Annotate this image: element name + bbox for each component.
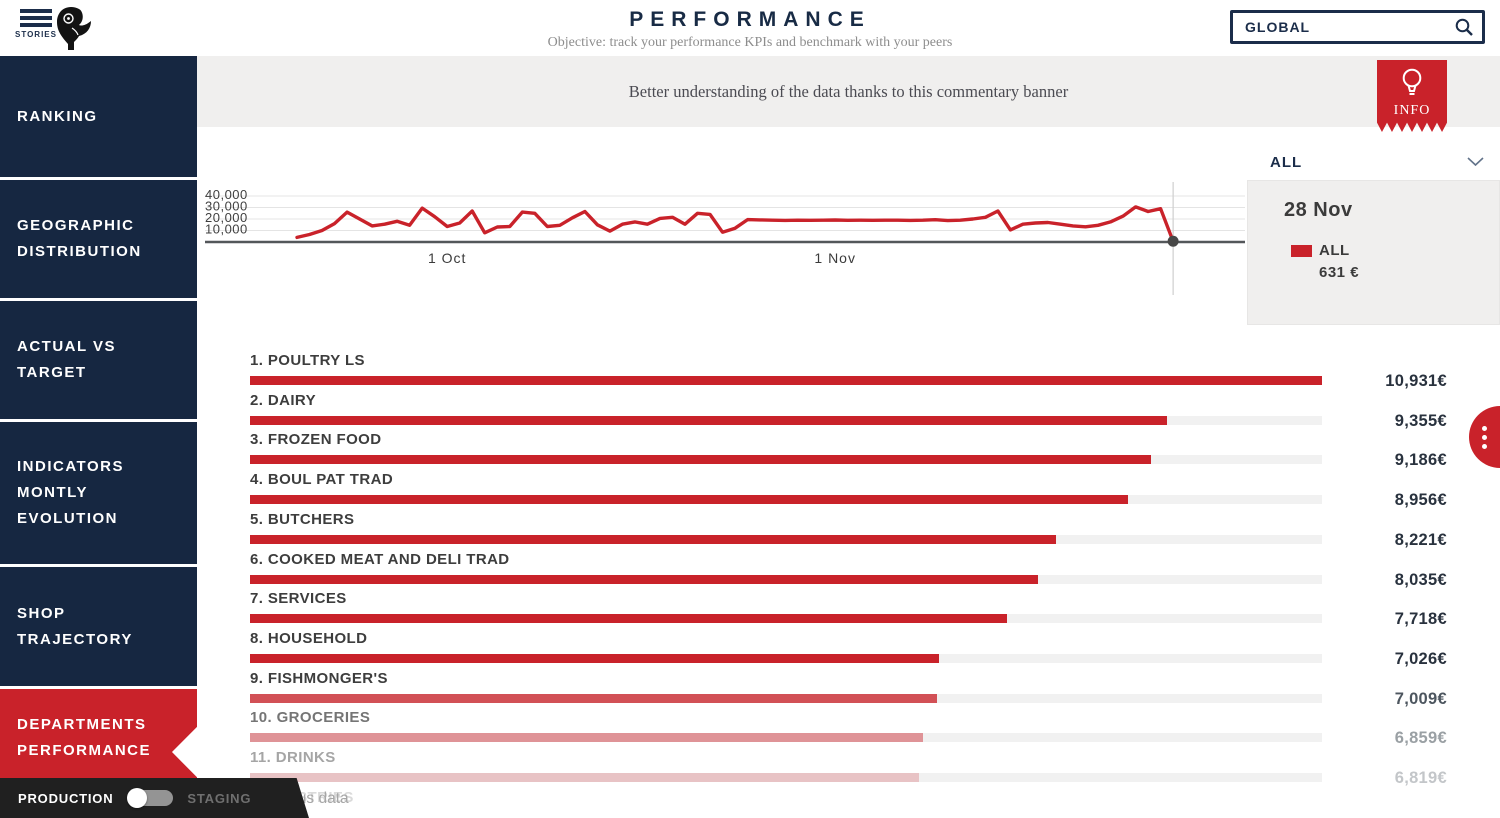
lightbulb-icon: [1402, 68, 1422, 95]
bar-fill: [250, 773, 919, 782]
department-label: 5. BUTCHERS: [250, 510, 355, 528]
top-header: STORIES PERFORMANCE Objective: track you…: [0, 0, 1500, 56]
environment-toggle[interactable]: [127, 788, 174, 808]
hamburger-icon: [14, 9, 58, 27]
department-label: 8. HOUSEHOLD: [250, 629, 368, 647]
sidebar-item-indicators-montly-evolution[interactable]: INDICATORS MONTLY EVOLUTION: [0, 422, 197, 564]
sidebar-item-ranking[interactable]: RANKING: [0, 56, 197, 177]
sidebar-item-actual-vs-target[interactable]: ACTUAL VS TARGET: [0, 301, 197, 419]
bar-track: [250, 415, 1322, 425]
toucan-logo-icon: [55, 6, 93, 55]
department-value: 10,931€: [1385, 372, 1447, 390]
sidebar-item-shop-trajectory[interactable]: SHOP TRAJECTORY: [0, 567, 197, 686]
department-value: 8,221€: [1394, 530, 1447, 549]
bar-fill: [250, 376, 1322, 385]
bar-track: [250, 376, 1322, 385]
search-input[interactable]: [1233, 19, 1455, 35]
svg-text:1 Nov: 1 Nov: [814, 250, 856, 266]
department-value: 7,718€: [1394, 610, 1447, 629]
search-box[interactable]: [1230, 10, 1485, 44]
bar-fill: [250, 653, 939, 663]
bar-fill: [250, 614, 1007, 624]
department-label: 9. FISHMONGER'S: [250, 669, 388, 687]
bar-track: [250, 534, 1322, 544]
svg-text:10,000: 10,000: [205, 222, 248, 237]
department-label: 7. SERVICES: [250, 590, 347, 608]
department-value: 7,009€: [1394, 689, 1447, 708]
bar-fill: [250, 415, 1167, 425]
staging-label: STAGING: [187, 790, 252, 806]
bar-track: [250, 733, 1322, 743]
bar-fill: [250, 495, 1128, 505]
kebab-menu-button[interactable]: [1469, 406, 1500, 468]
department-label: 2. DAIRY: [250, 391, 316, 409]
department-label: 1. POULTRY LS: [250, 352, 365, 369]
bar-track: [250, 773, 1322, 782]
department-value: 8,956€: [1394, 491, 1447, 510]
toggle-knob: [127, 788, 148, 808]
department-label: 10. GROCERIES: [250, 709, 371, 727]
bar-fill: [250, 534, 1056, 544]
department-label: 6. COOKED MEAT AND DELI TRAD: [250, 550, 510, 568]
commentary-banner-text: Better understanding of the data thanks …: [628, 81, 1069, 101]
svg-text:40,000: 40,000: [205, 187, 248, 202]
department-label: 4. BOUL PAT TRAD: [250, 471, 394, 489]
department-value: 9,186€: [1394, 451, 1447, 470]
tooltip-date: 28 Nov: [1284, 199, 1353, 221]
department-label: 3. FROZEN FOOD: [250, 431, 382, 449]
series-filter-dropdown[interactable]: ALL: [1247, 146, 1500, 178]
bar-track: [250, 614, 1322, 624]
sidebar-item-departments-performance[interactable]: DEPARTMENTS PERFORMANCE: [0, 689, 197, 786]
bar-track: [250, 693, 1322, 703]
tooltip-series-name: ALL: [1319, 242, 1350, 259]
department-value: 9,355€: [1394, 411, 1447, 430]
production-label: PRODUCTION: [18, 790, 114, 806]
bar-fill: [250, 693, 937, 703]
department-value: 6,859€: [1394, 729, 1447, 748]
svg-text:20,000: 20,000: [205, 210, 248, 225]
tooltip-series-value: 631 €: [1319, 264, 1360, 281]
sidebar-nav: RANKING GEOGRAPHIC DISTRIBUTION ACTUAL V…: [0, 56, 197, 786]
chart-tooltip: 28 Nov ALL 631 €: [1247, 180, 1500, 325]
search-icon[interactable]: [1455, 18, 1474, 37]
sidebar-item-geographic-distribution[interactable]: GEOGRAPHIC DISTRIBUTION: [0, 180, 197, 298]
bar-track: [250, 495, 1322, 505]
stories-label: STORIES: [15, 30, 57, 39]
bar-track: [250, 653, 1322, 663]
bar-fill: [250, 733, 923, 743]
main-content: Better understanding of the data thanks …: [197, 56, 1500, 818]
info-ribbon-button[interactable]: INFO: [1377, 60, 1447, 132]
chevron-down-icon: [1467, 157, 1484, 167]
department-value: 8,035€: [1394, 570, 1447, 589]
commentary-banner: Better understanding of the data thanks …: [197, 56, 1500, 127]
svg-text:1 Oct: 1 Oct: [428, 250, 466, 266]
info-ribbon-label: INFO: [1393, 103, 1431, 118]
tooltip-series-swatch: [1291, 245, 1312, 257]
bar-fill: [250, 574, 1038, 584]
department-value: 6,819€: [1394, 769, 1447, 787]
department-label: 11. DRINKS: [250, 749, 336, 766]
stories-menu-button[interactable]: STORIES: [14, 9, 58, 39]
bar-track: [250, 455, 1322, 465]
bar-track: [250, 574, 1322, 584]
bar-fill: [250, 455, 1151, 465]
svg-text:30,000: 30,000: [205, 199, 248, 214]
environment-bar: PRODUCTION STAGING: [0, 778, 309, 818]
department-value: 7,026€: [1394, 649, 1447, 668]
series-filter-selected: ALL: [1270, 153, 1303, 171]
